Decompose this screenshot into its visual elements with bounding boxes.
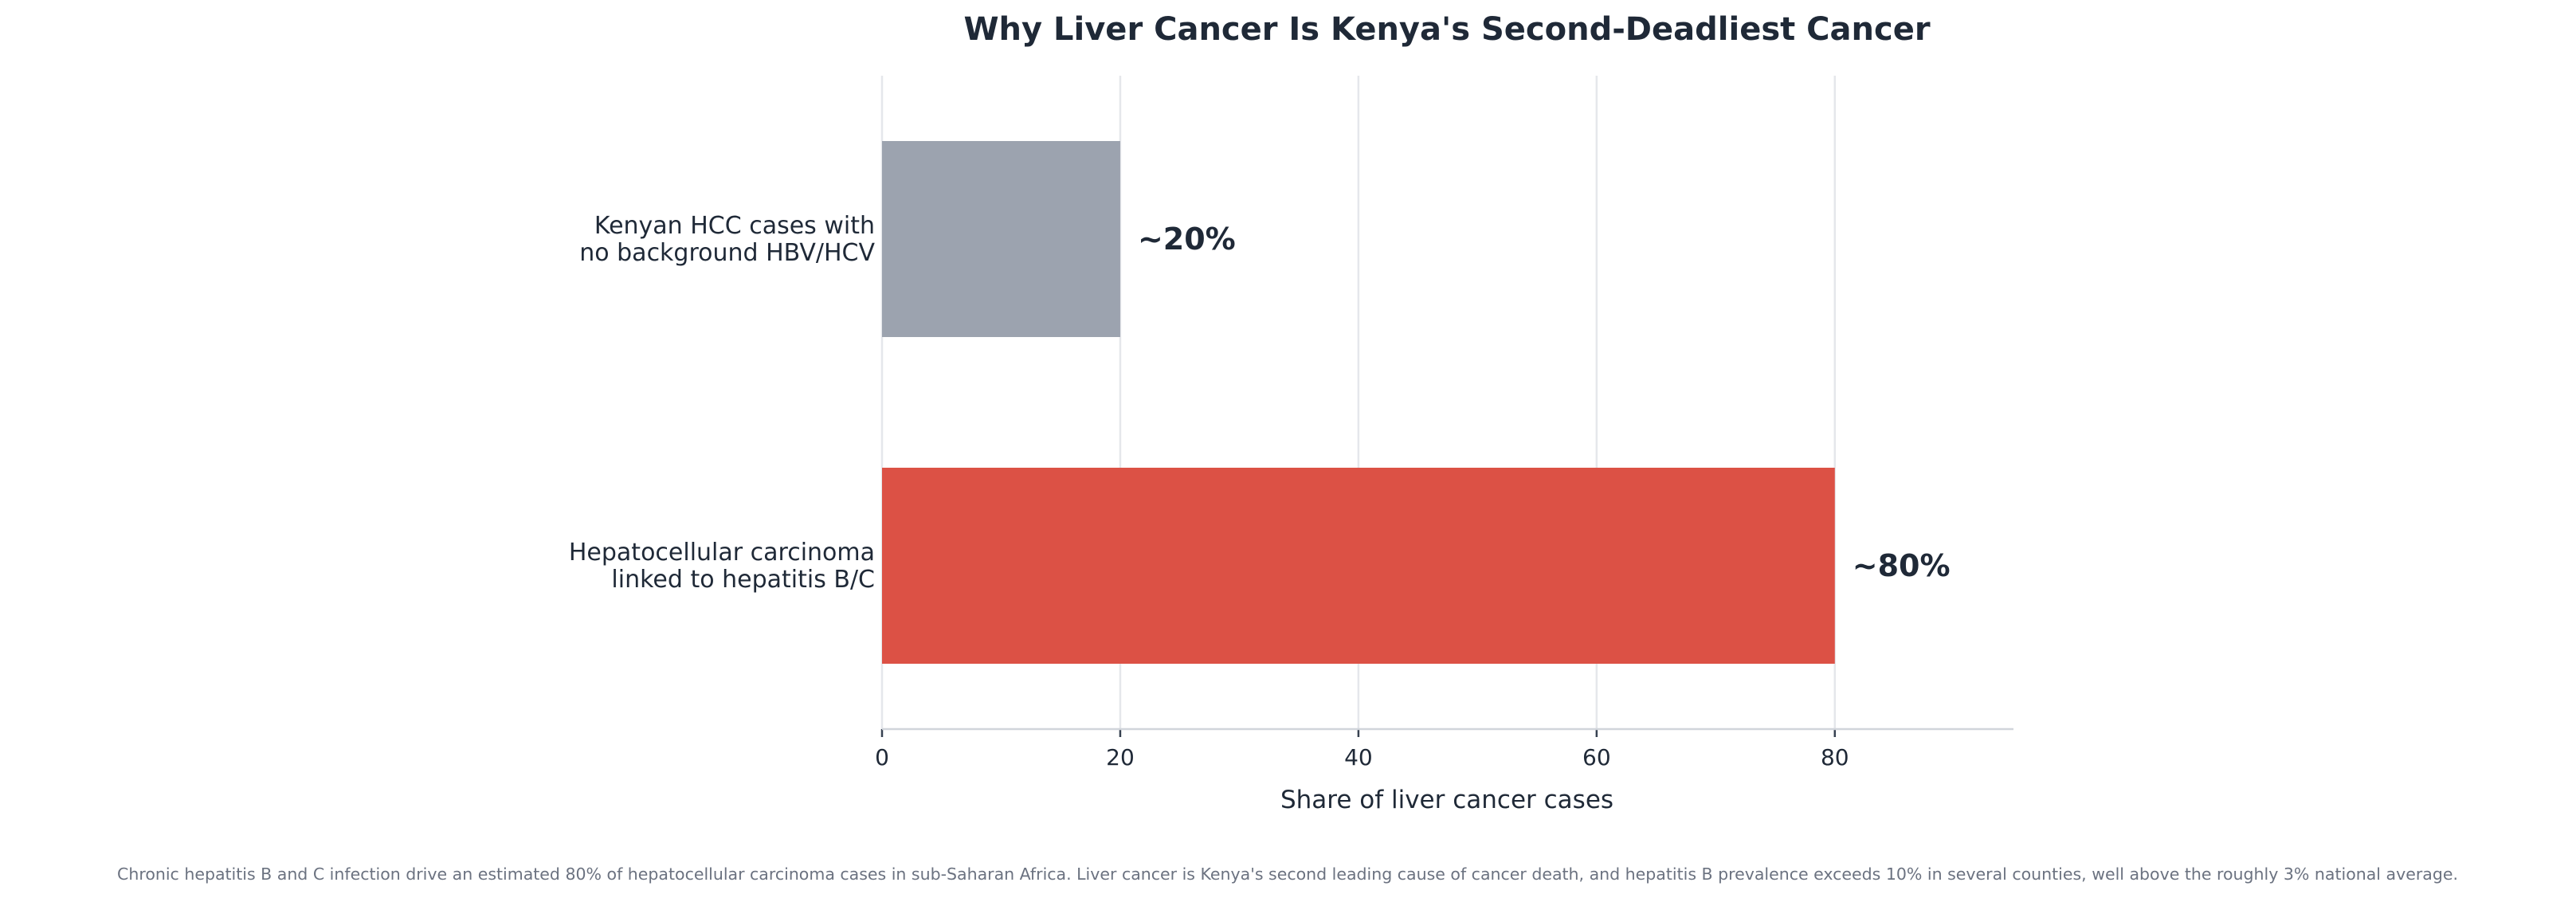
category-label-line: Kenyan HCC cases with [594,212,875,240]
category-label: Kenyan HCC cases with no background HBV/H… [579,212,875,267]
bar [882,468,1835,664]
category-label-line: no background HBV/HCV [579,239,875,267]
data-labels: ~20% ~80% [1138,222,1951,583]
x-tick-label: 20 [1106,744,1135,771]
x-tick-label: 0 [875,744,889,771]
x-tick-label: 60 [1582,744,1611,771]
category-labels: Kenyan HCC cases with no background HBV/H… [569,212,876,594]
category-label-line: linked to hepatitis B/C [611,566,875,594]
x-tick-label: 40 [1344,744,1373,771]
x-tick-label: 80 [1821,744,1849,771]
x-axis: 0 20 40 60 80 [875,727,2013,771]
data-label: ~20% [1138,222,1236,257]
bar [882,141,1120,337]
category-label-line: Hepatocellular carcinoma [569,539,875,567]
category-label: Hepatocellular carcinoma linked to hepati… [569,539,875,594]
bars [882,141,1835,664]
x-axis-label: Share of liver cancer cases [1280,786,1613,814]
data-label: ~80% [1853,548,1951,583]
chart-title: Why Liver Cancer Is Kenya's Second-Deadl… [963,11,1930,48]
footnote: Chronic hepatitis B and C infection driv… [117,865,2458,884]
